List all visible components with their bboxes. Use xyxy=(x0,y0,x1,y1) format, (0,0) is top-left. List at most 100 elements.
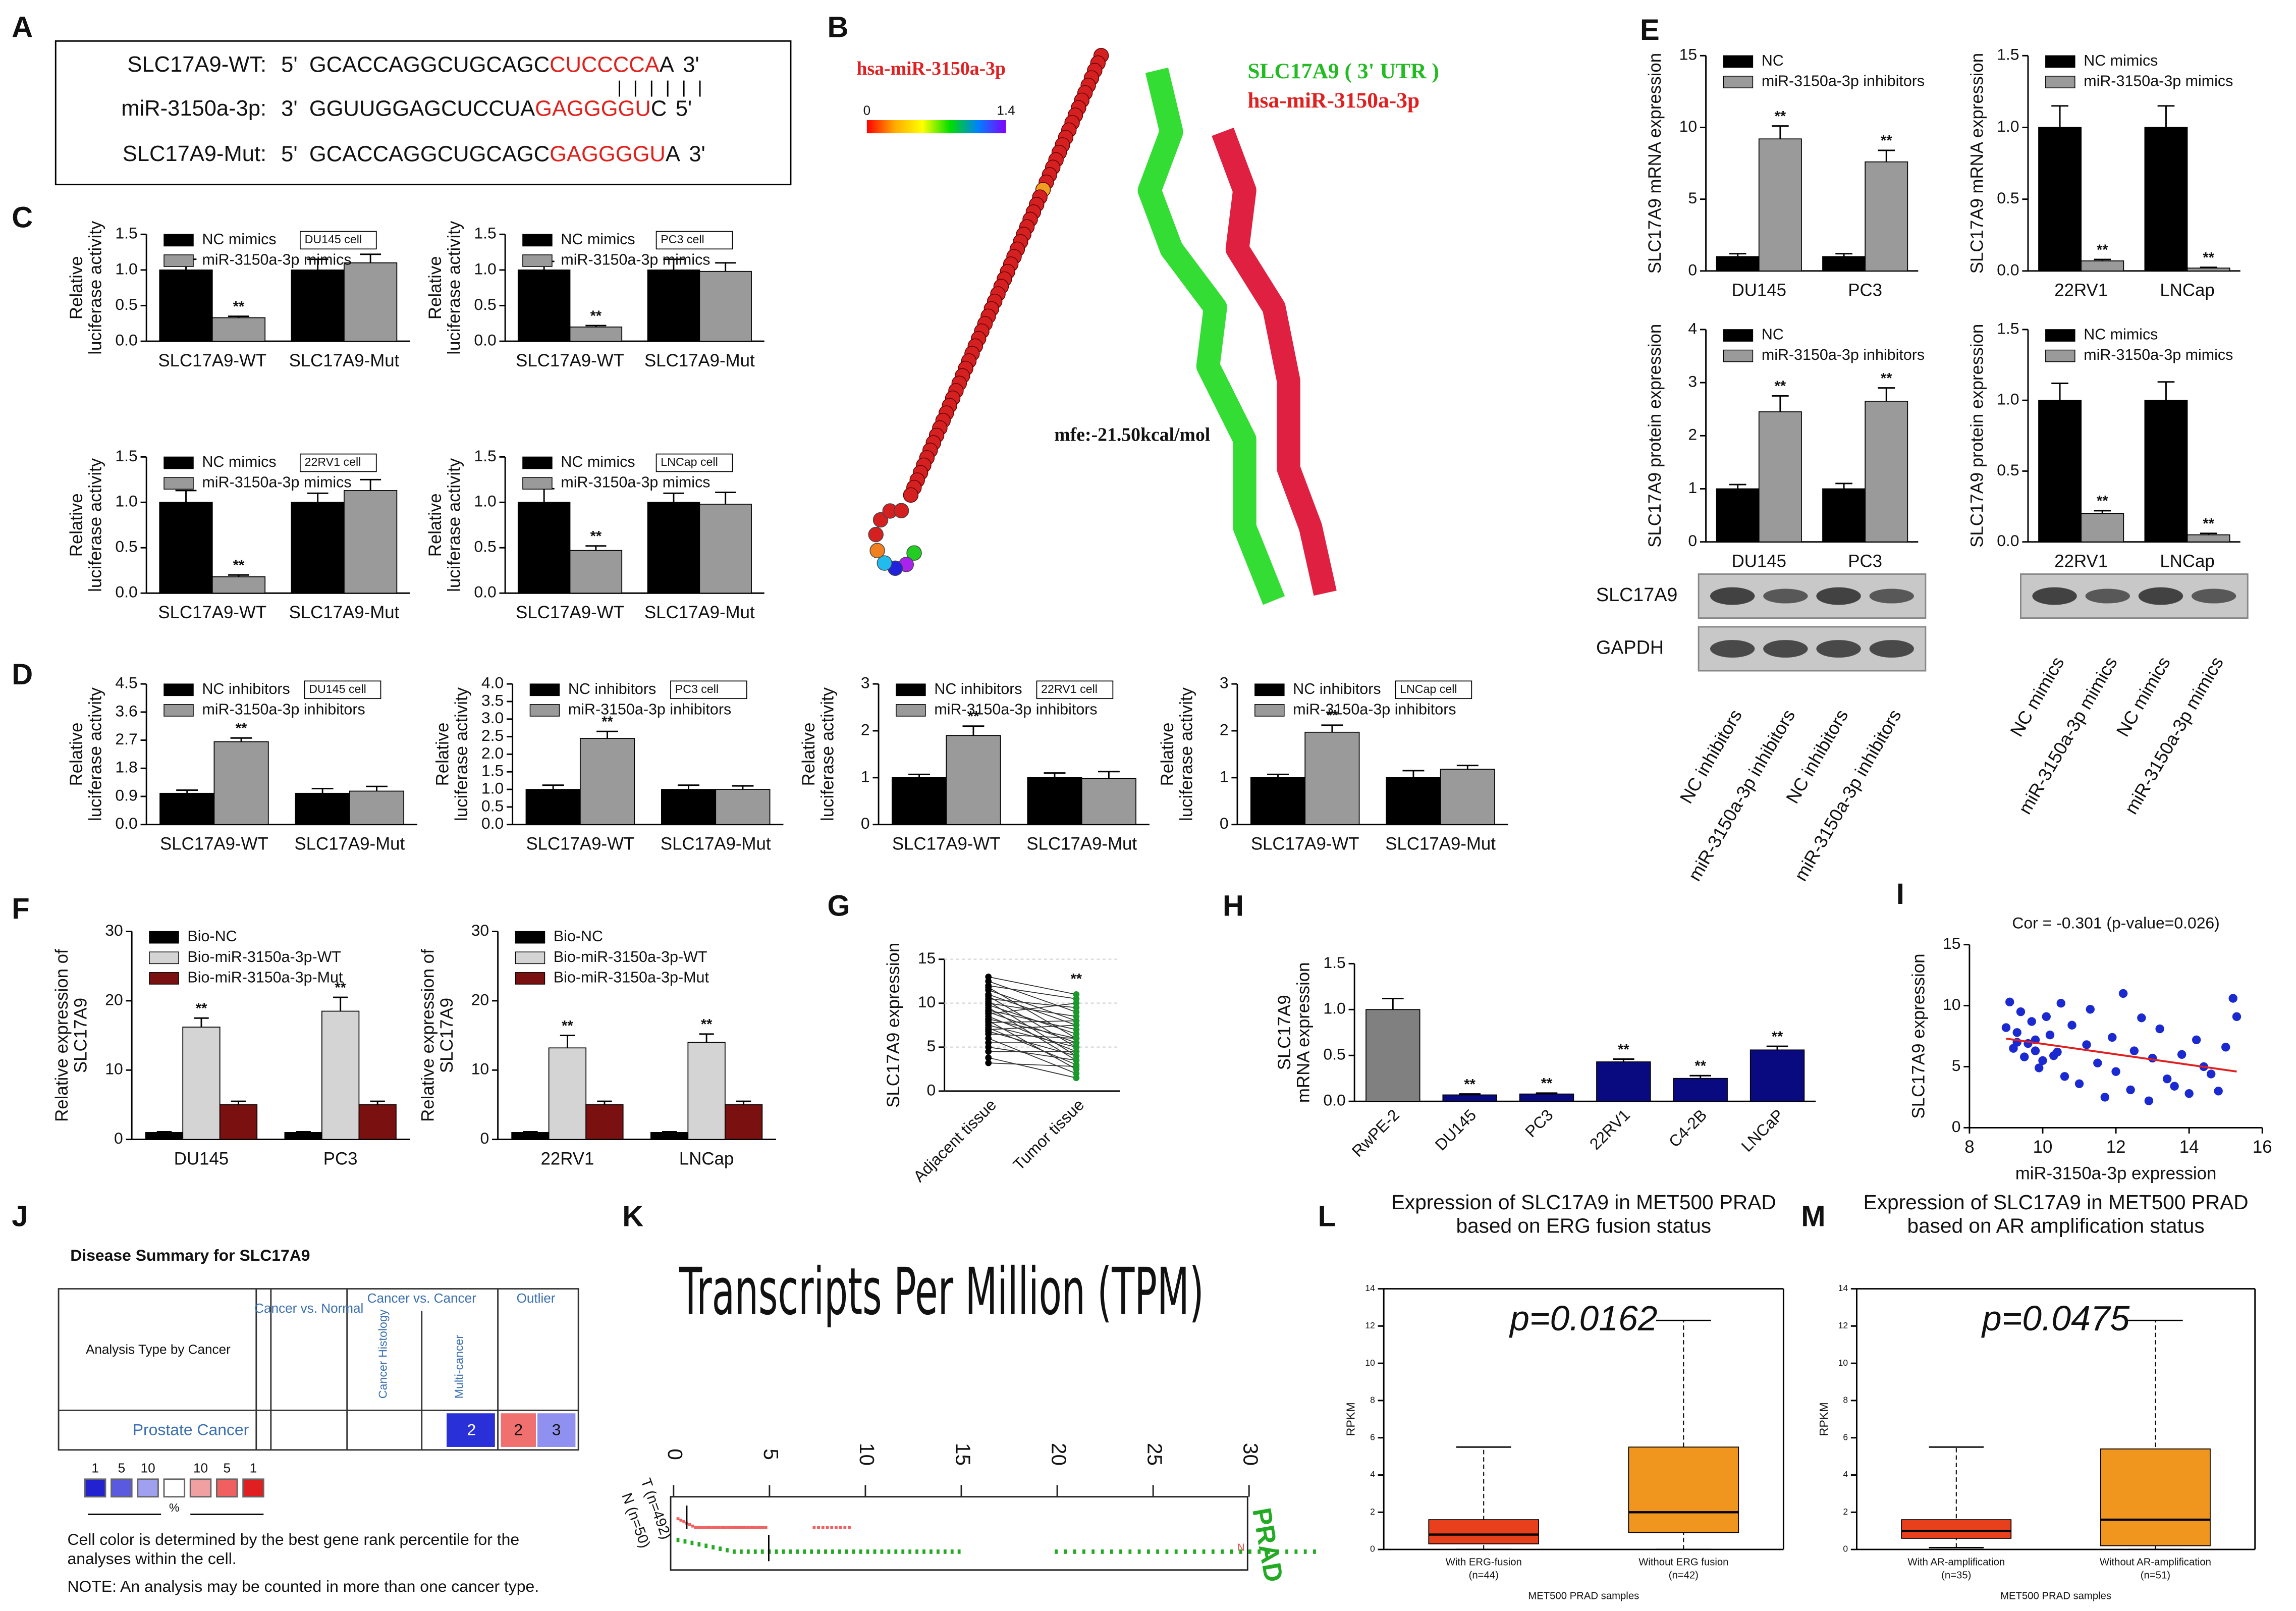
nucleotide xyxy=(872,512,889,528)
blot-band xyxy=(1763,640,1808,658)
blot-band xyxy=(1710,640,1755,658)
y-axis-label: SLC17A9 expression xyxy=(1908,953,1928,1118)
tpm-dot xyxy=(930,1549,933,1554)
y-tick-label: 0 xyxy=(114,1129,123,1147)
tpm-dot xyxy=(839,1526,842,1529)
y-tick-label: 30 xyxy=(105,921,123,939)
column-header: Cancer vs. Cancer xyxy=(367,1291,477,1306)
y-tick-label: 1.5 xyxy=(115,224,137,242)
point xyxy=(1073,1057,1080,1064)
tpm-dot xyxy=(843,1526,847,1529)
x-tick-label: SLC17A9-WT xyxy=(1251,834,1359,854)
point xyxy=(2067,1021,2076,1030)
error-bar xyxy=(1456,765,1479,770)
tpm-dot xyxy=(688,1523,691,1526)
tpm-dot xyxy=(1184,1549,1187,1554)
scale-cell xyxy=(189,1478,212,1498)
y-tick-label: 0.5 xyxy=(474,538,496,556)
bar xyxy=(284,1132,322,1140)
error-bar xyxy=(1835,253,1852,257)
x-tick-label: SLC17A9-Mut xyxy=(644,351,755,370)
end: 3' xyxy=(281,96,298,121)
tpm-dot xyxy=(683,1539,687,1544)
tpm-dot xyxy=(744,1526,747,1529)
error-bar xyxy=(2094,258,2111,261)
chart: 0.00.51.01.52.02.53.03.54.0 Relativelucif… xyxy=(432,674,784,854)
bar xyxy=(1386,777,1441,825)
cell xyxy=(447,1413,495,1447)
tpm-dot xyxy=(1211,1549,1215,1554)
y-tick-label: 10 xyxy=(1943,995,1961,1013)
tpm-dot xyxy=(729,1526,732,1529)
tpm-dot xyxy=(1239,1549,1242,1554)
box xyxy=(1628,1446,1739,1533)
p-value: p=0.0475 xyxy=(1981,1299,2130,1338)
y-tick-label: 0 xyxy=(480,1129,489,1147)
bar xyxy=(1519,1093,1574,1102)
pair-line xyxy=(988,998,1076,1008)
legend-swatch xyxy=(896,704,926,717)
tpm-dot xyxy=(726,1548,729,1552)
x-axis-label: MET500 PRAD samples xyxy=(1528,1590,1639,1601)
tpm-dot xyxy=(803,1549,806,1554)
column-header: Cancer vs. Normal xyxy=(254,1301,363,1316)
x-tick-label: SLC17A9-WT xyxy=(158,603,266,622)
tpm-dot xyxy=(1303,1549,1307,1554)
significance: ** xyxy=(2097,242,2108,258)
bar xyxy=(1865,161,1908,272)
significance: ** xyxy=(1881,133,1892,149)
tpm-dot xyxy=(761,1526,764,1529)
bar xyxy=(159,502,213,594)
y-tick-label: 0.5 xyxy=(115,295,137,313)
bar xyxy=(1716,488,1760,543)
x-tick-label: SLC17A9-Mut xyxy=(661,834,771,854)
row-name: miR-3150a-3p: xyxy=(121,96,266,121)
bar xyxy=(182,1027,221,1140)
significance: ** xyxy=(590,528,602,545)
point xyxy=(2108,1033,2117,1042)
bar xyxy=(1673,1078,1728,1102)
error-bar xyxy=(678,784,700,790)
y-tick-label: 0.0 xyxy=(474,331,496,349)
bar xyxy=(219,1104,258,1140)
note: LNCap cell xyxy=(661,455,718,468)
error-bar xyxy=(585,325,607,327)
y-tick-label: 5 xyxy=(1952,1056,1961,1075)
bar xyxy=(159,270,213,342)
point xyxy=(1073,1000,1080,1007)
point xyxy=(2177,1050,2186,1059)
y-axis-label: luciferase activity xyxy=(818,687,838,821)
legend-swatch xyxy=(163,683,194,696)
bar xyxy=(1750,1049,1805,1102)
y-tick-label: 6 xyxy=(1843,1432,1848,1442)
note-box xyxy=(299,453,377,472)
legend-label: NC mimics xyxy=(561,453,635,470)
bar xyxy=(1250,777,1306,825)
legend-swatch xyxy=(2045,349,2075,362)
tpm-dot xyxy=(1276,1549,1279,1554)
tpm-dot xyxy=(720,1526,724,1529)
base-pairs xyxy=(619,80,701,97)
tpm-dot xyxy=(880,1549,884,1554)
legend-label: NC mimics xyxy=(202,453,276,470)
bar xyxy=(2186,267,2230,272)
y-tick-label: 14 xyxy=(1365,1283,1375,1293)
box xyxy=(2100,1448,2211,1546)
y-tick-label: 3 xyxy=(1688,372,1697,391)
panel-label: E xyxy=(1640,14,1660,46)
tpm-dot xyxy=(908,1549,912,1554)
pair-line xyxy=(988,1033,1076,1039)
bar xyxy=(892,777,947,825)
error-bar xyxy=(596,730,618,739)
pair-line xyxy=(988,987,1077,1039)
tpm-dot xyxy=(887,1549,891,1554)
cell-value: 2 xyxy=(514,1420,523,1438)
tpm-dot xyxy=(739,1549,743,1554)
box xyxy=(1901,1519,2012,1539)
legend-swatch xyxy=(522,254,553,267)
significance: ** xyxy=(233,558,245,574)
end: 3' xyxy=(683,52,699,77)
y-axis-label: Relative xyxy=(425,493,445,557)
significance: ** xyxy=(562,1018,573,1034)
